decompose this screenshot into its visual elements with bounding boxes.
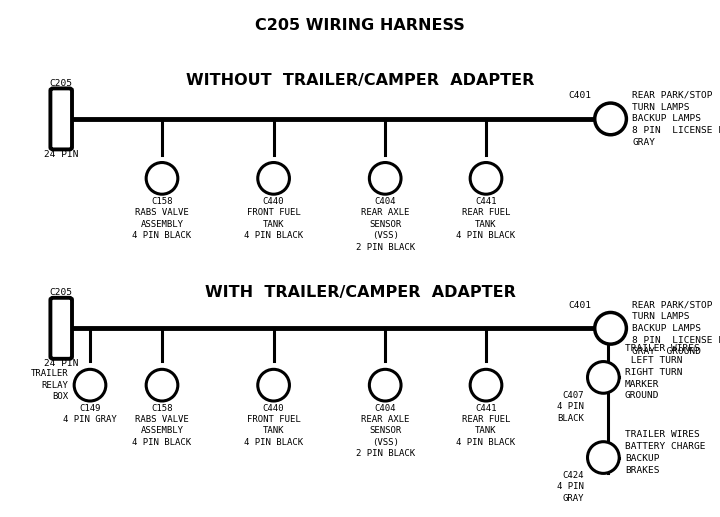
Ellipse shape — [588, 442, 619, 474]
Text: C158
RABS VALVE
ASSEMBLY
4 PIN BLACK: C158 RABS VALVE ASSEMBLY 4 PIN BLACK — [132, 404, 192, 447]
Ellipse shape — [146, 162, 178, 194]
Ellipse shape — [74, 369, 106, 401]
Ellipse shape — [258, 162, 289, 194]
Ellipse shape — [595, 312, 626, 344]
Text: TRAILER WIRES
BATTERY CHARGE
BACKUP
BRAKES: TRAILER WIRES BATTERY CHARGE BACKUP BRAK… — [625, 430, 706, 475]
FancyBboxPatch shape — [50, 298, 72, 359]
Text: WITHOUT  TRAILER/CAMPER  ADAPTER: WITHOUT TRAILER/CAMPER ADAPTER — [186, 72, 534, 88]
Text: C404
REAR AXLE
SENSOR
(VSS)
2 PIN BLACK: C404 REAR AXLE SENSOR (VSS) 2 PIN BLACK — [356, 197, 415, 252]
Text: REAR PARK/STOP
TURN LAMPS
BACKUP LAMPS
8 PIN  LICENSE LAMPS
GRAY  GROUND: REAR PARK/STOP TURN LAMPS BACKUP LAMPS 8… — [632, 300, 720, 356]
Text: C440
FRONT FUEL
TANK
4 PIN BLACK: C440 FRONT FUEL TANK 4 PIN BLACK — [244, 404, 303, 447]
Text: C401: C401 — [568, 92, 591, 100]
Ellipse shape — [470, 162, 502, 194]
Text: 24 PIN: 24 PIN — [44, 150, 78, 159]
Text: 24 PIN: 24 PIN — [44, 359, 78, 368]
Text: C205: C205 — [50, 79, 73, 88]
Text: C407
4 PIN
BLACK: C407 4 PIN BLACK — [557, 391, 584, 422]
Text: TRAILER WIRES
 LEFT TURN
RIGHT TURN
MARKER
GROUND: TRAILER WIRES LEFT TURN RIGHT TURN MARKE… — [625, 344, 700, 400]
Ellipse shape — [369, 162, 401, 194]
Ellipse shape — [588, 361, 619, 393]
Text: C440
FRONT FUEL
TANK
4 PIN BLACK: C440 FRONT FUEL TANK 4 PIN BLACK — [244, 197, 303, 240]
Text: WITH  TRAILER/CAMPER  ADAPTER: WITH TRAILER/CAMPER ADAPTER — [204, 284, 516, 300]
Ellipse shape — [470, 369, 502, 401]
Text: C158
RABS VALVE
ASSEMBLY
4 PIN BLACK: C158 RABS VALVE ASSEMBLY 4 PIN BLACK — [132, 197, 192, 240]
Text: C401: C401 — [568, 301, 591, 310]
Text: REAR PARK/STOP
TURN LAMPS
BACKUP LAMPS
8 PIN  LICENSE LAMPS
GRAY: REAR PARK/STOP TURN LAMPS BACKUP LAMPS 8… — [632, 91, 720, 147]
Text: C205 WIRING HARNESS: C205 WIRING HARNESS — [255, 18, 465, 33]
Text: C441
REAR FUEL
TANK
4 PIN BLACK: C441 REAR FUEL TANK 4 PIN BLACK — [456, 197, 516, 240]
Text: C424
4 PIN
GRAY: C424 4 PIN GRAY — [557, 471, 584, 503]
Ellipse shape — [258, 369, 289, 401]
Text: C441
REAR FUEL
TANK
4 PIN BLACK: C441 REAR FUEL TANK 4 PIN BLACK — [456, 404, 516, 447]
FancyBboxPatch shape — [50, 88, 72, 149]
Text: TRAILER
RELAY
BOX: TRAILER RELAY BOX — [31, 369, 68, 401]
Text: C205: C205 — [50, 288, 73, 297]
Text: C149
4 PIN GRAY: C149 4 PIN GRAY — [63, 404, 117, 424]
Ellipse shape — [595, 103, 626, 135]
Ellipse shape — [369, 369, 401, 401]
Text: C404
REAR AXLE
SENSOR
(VSS)
2 PIN BLACK: C404 REAR AXLE SENSOR (VSS) 2 PIN BLACK — [356, 404, 415, 459]
Ellipse shape — [146, 369, 178, 401]
